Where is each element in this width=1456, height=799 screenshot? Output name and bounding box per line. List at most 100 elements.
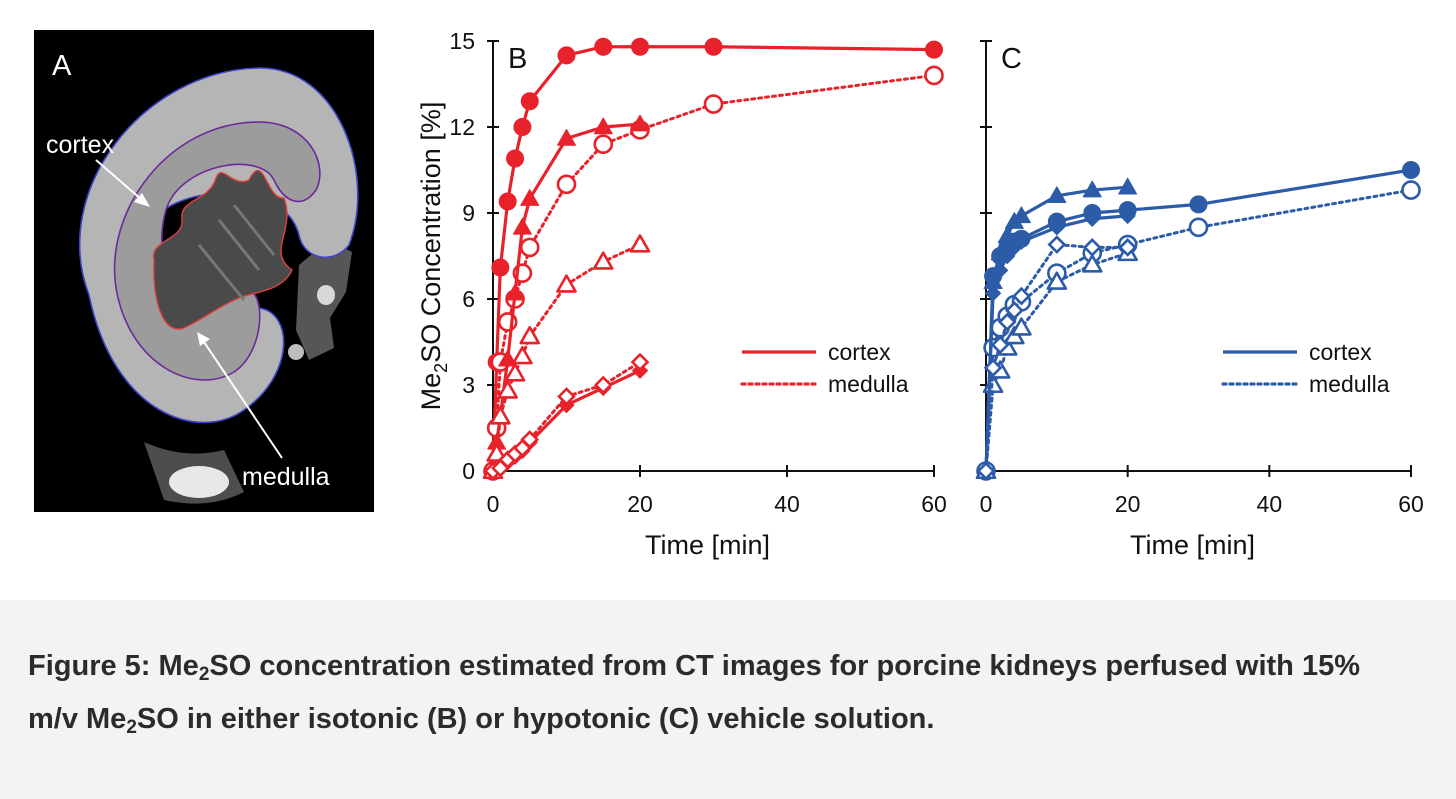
panel-b-x-axis-label: Time [min]: [645, 530, 770, 560]
data-point-triangle: [512, 217, 532, 235]
panel-c-legend: cortex medulla: [1221, 339, 1390, 397]
data-point-diamond: [990, 335, 1010, 355]
data-point-triangle: [512, 346, 533, 365]
panel-b-letter: B: [508, 43, 527, 75]
data-point-triangle: [486, 443, 507, 462]
data-point-circle: [519, 237, 540, 258]
legend-label-cortex: cortex: [828, 339, 891, 365]
panel-b-x-tick-label: 20: [627, 491, 653, 517]
data-point-diamond: [984, 285, 1002, 302]
legend-label-medulla: medulla: [828, 371, 909, 397]
caption-sub-1: 2: [198, 664, 210, 685]
figure-area: A cortex medulla 0 3 6 9 12 15 0 20 40 60 Time [mi…: [34, 28, 1424, 560]
series-line: [984, 168, 1412, 472]
data-point-circle: [513, 118, 532, 136]
data-point-circle: [1402, 161, 1420, 179]
caption-sub-2: 2: [126, 717, 137, 738]
data-point-circle: [925, 40, 943, 59]
data-point-triangle: [498, 349, 518, 367]
panel-c-series-cortex-circle: [977, 161, 1420, 480]
panel-b-x-tick-label: 0: [487, 491, 500, 517]
data-point-circle: [506, 149, 525, 168]
panel-b-y-tick-label: 6: [462, 286, 475, 312]
panel-b-y-tick-label: 12: [449, 114, 475, 140]
panel-c-x-tick-label: 20: [1115, 491, 1141, 517]
data-point-triangle: [630, 114, 650, 132]
data-point-triangle: [520, 189, 540, 206]
data-point-diamond: [1118, 238, 1138, 257]
data-point-triangle: [1081, 254, 1103, 273]
data-point-diamond: [630, 352, 650, 372]
legend-label-cortex: cortex: [1309, 339, 1372, 365]
data-point-triangle: [593, 117, 613, 135]
data-point-circle: [924, 65, 944, 86]
data-point-circle: [557, 46, 576, 65]
series-line: [491, 243, 642, 473]
data-point-diamond: [1047, 235, 1067, 254]
caption-part-3: SO in either isotonic (B) or hypotonic (…: [136, 703, 935, 735]
panel-c-x-tick-label: 0: [980, 491, 993, 517]
panel-b-y-tick-label: 15: [449, 28, 475, 54]
kidney-ct-image: A cortex medulla: [34, 30, 374, 512]
data-point-diamond: [976, 461, 996, 481]
series-line: [491, 73, 936, 473]
data-point-circle: [1188, 217, 1209, 238]
data-point-diamond: [1012, 286, 1031, 306]
data-point-triangle: [997, 226, 1017, 244]
panel-c-x-tick-label: 60: [1398, 491, 1424, 517]
data-point-circle: [593, 134, 614, 154]
panel-b-y-tick-label: 0: [462, 458, 475, 484]
data-point-triangle: [1082, 180, 1102, 198]
data-point-triangle: [1118, 177, 1138, 195]
data-point-diamond: [557, 387, 576, 406]
data-point-circle: [520, 92, 539, 111]
panel-c-x-axis-label: Time [min]: [1130, 530, 1255, 560]
data-point-triangle: [557, 128, 576, 146]
series-line: [491, 45, 935, 472]
data-point-circle: [498, 192, 517, 211]
data-point-triangle: [629, 234, 651, 253]
panel-b-legend: cortex medulla: [740, 339, 909, 397]
data-point-circle: [1401, 180, 1421, 200]
figure-caption: Figure 5: Me2SO concentration estimated …: [28, 640, 1408, 746]
data-point-diamond: [991, 262, 1009, 279]
data-point-diamond: [983, 358, 1003, 378]
data-point-triangle: [519, 325, 541, 345]
data-point-diamond: [1082, 238, 1102, 257]
caption-prefix: Figure 5: Me: [28, 650, 199, 682]
data-point-triangle: [497, 380, 519, 399]
panel-b-y-tick-label: 3: [462, 372, 475, 398]
panel-c-x-tick-label: 40: [1257, 491, 1283, 517]
data-point-triangle: [556, 274, 577, 293]
data-point-diamond: [1004, 301, 1024, 320]
data-point-circle: [556, 174, 577, 195]
panel-b-y-tick-label: 9: [462, 200, 475, 226]
data-point-circle: [491, 258, 510, 277]
data-point-diamond: [997, 312, 1017, 332]
legend-label-medulla: medulla: [1309, 371, 1390, 397]
data-point-triangle: [1046, 271, 1068, 290]
panel-a-letter: A: [52, 50, 72, 82]
data-point-diamond: [1119, 207, 1136, 225]
data-point-circle: [703, 94, 724, 114]
panel-b-x-tick-label: 60: [921, 491, 947, 517]
panel-b-chart: 0 3 6 9 12 15 0 20 40 60 Time [min] Me2SO Concentra…: [416, 28, 947, 560]
line-charts: 0 3 6 9 12 15 0 20 40 60 Time [min] Me2SO Concentra…: [416, 28, 1424, 560]
data-point-triangle: [1011, 206, 1031, 224]
medulla-label: medulla: [242, 463, 330, 491]
data-point-triangle: [490, 406, 511, 425]
data-point-circle: [631, 37, 649, 56]
data-point-diamond: [1048, 219, 1066, 236]
panel-b-x-tick-label: 40: [774, 491, 800, 517]
data-point-circle: [1189, 195, 1208, 214]
data-point-diamond: [1084, 210, 1101, 227]
panel-b-series-medulla-diamond: [483, 352, 650, 481]
panel-c-series-medulla-diamond: [976, 235, 1138, 481]
data-point-diamond: [593, 375, 613, 395]
caption-part-2: SO concentration estimated from CT image…: [28, 650, 1360, 735]
data-point-triangle: [505, 283, 525, 301]
data-point-diamond: [520, 430, 540, 449]
data-point-triangle: [1047, 186, 1067, 204]
data-point-circle: [594, 37, 613, 56]
